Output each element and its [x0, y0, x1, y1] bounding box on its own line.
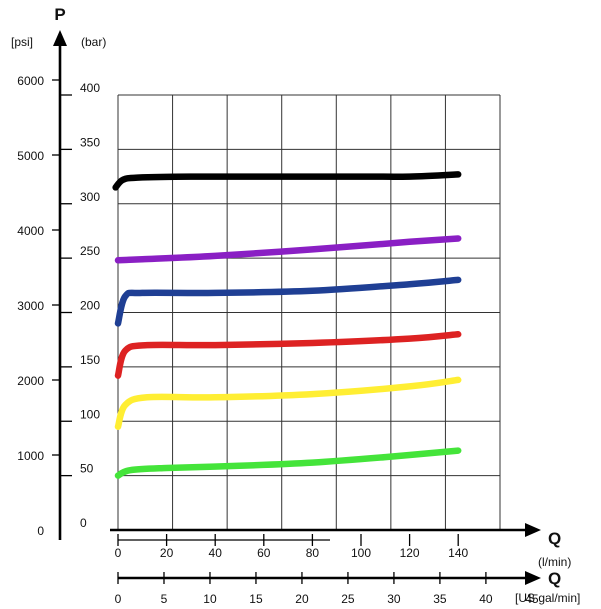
usgal-axis-arrow: [525, 571, 541, 585]
y-axis-arrow: [53, 30, 67, 46]
lmin-tick-label: 80: [306, 546, 320, 560]
curve-4: [114, 331, 462, 379]
usgal-tick-label: 45: [525, 592, 539, 606]
lmin-tick-label: 0: [115, 546, 122, 560]
bar-tick-label: 200: [80, 299, 100, 313]
lmin-tick-label: 140: [448, 546, 468, 560]
bar-unit-label: (bar): [81, 35, 106, 49]
psi-tick-label: 3000: [17, 299, 44, 313]
curve-1: [112, 171, 462, 191]
x-axis-arrow: [525, 523, 541, 537]
x-axis-label-usgal: Q: [548, 569, 561, 588]
curve-6: [114, 447, 462, 479]
bar-tick-label: 400: [80, 81, 100, 95]
curve-3: [114, 276, 462, 327]
bar-tick-label: 150: [80, 353, 100, 367]
usgal-tick-label: 30: [387, 592, 401, 606]
lmin-tick-label: 20: [160, 546, 174, 560]
lmin-tick-label: 40: [209, 546, 223, 560]
curve-2: [114, 235, 462, 264]
x-axis-label-lmin: Q: [548, 529, 561, 548]
bar-tick-label: 50: [80, 462, 94, 476]
axes: [53, 30, 541, 585]
bar-tick-label: 300: [80, 190, 100, 204]
psi-tick-label: 2000: [17, 374, 44, 388]
usgal-tick-label: 35: [433, 592, 447, 606]
lmin-tick-label: 100: [351, 546, 371, 560]
bar-tick-label: 250: [80, 244, 100, 258]
usgal-unit-label: [US gal/min]: [515, 591, 580, 605]
psi-tick-label: 6000: [17, 74, 44, 88]
psi-unit-label: [psi]: [11, 35, 33, 49]
usgal-tick-label: 40: [479, 592, 493, 606]
lmin-tick-label: 60: [257, 546, 271, 560]
usgal-tick-label: 5: [161, 592, 168, 606]
bar-tick-label: 350: [80, 135, 100, 149]
usgal-tick-label: 20: [295, 592, 309, 606]
tick-labels: 6000500040003000200010000400350300250200…: [17, 74, 539, 606]
psi-tick-label: 0: [37, 524, 44, 538]
curve-5: [114, 376, 462, 430]
usgal-tick-label: 25: [341, 592, 355, 606]
bar-tick-label: 0: [80, 516, 87, 530]
curves: [112, 171, 462, 479]
usgal-tick-label: 15: [249, 592, 263, 606]
bar-tick-label: 100: [80, 407, 100, 421]
usgal-tick-label: 10: [203, 592, 217, 606]
psi-tick-label: 5000: [17, 149, 44, 163]
lmin-unit-label: (l/min): [538, 555, 571, 569]
usgal-tick-label: 0: [115, 592, 122, 606]
y-axis-label: P: [54, 5, 65, 24]
lmin-tick-label: 120: [400, 546, 420, 560]
psi-tick-label: 4000: [17, 224, 44, 238]
psi-tick-label: 1000: [17, 449, 44, 463]
